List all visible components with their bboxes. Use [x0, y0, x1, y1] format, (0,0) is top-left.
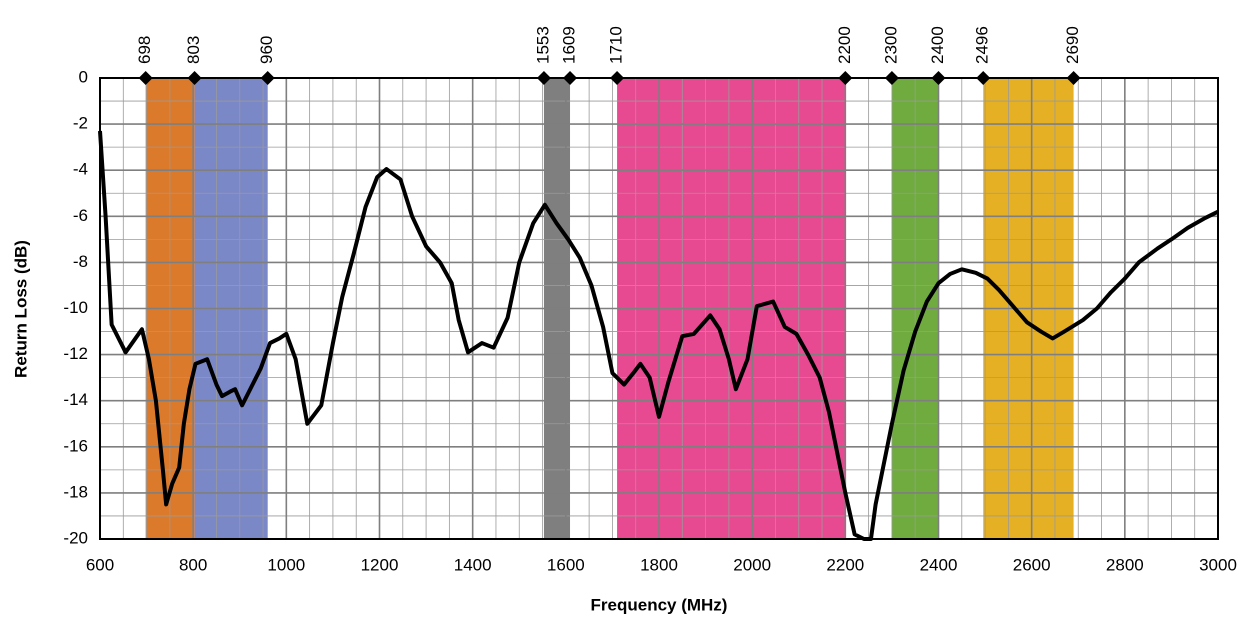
- y-tick-label: 0: [79, 67, 88, 86]
- band-marker: [884, 71, 899, 85]
- band-marker-label: 2690: [1063, 26, 1082, 64]
- x-tick-label: 1800: [640, 555, 678, 574]
- y-tick-label: -16: [63, 436, 88, 455]
- band-marker: [931, 71, 946, 85]
- band-marker: [1066, 71, 1081, 85]
- y-tick-label: -10: [63, 298, 88, 317]
- data-line: [98, 130, 1219, 541]
- band-marker: [976, 71, 991, 85]
- x-tick-label: 2000: [733, 555, 771, 574]
- band-marker-label: 960: [257, 36, 276, 64]
- plot-frame: [99, 77, 1219, 540]
- band-marker-label: 698: [135, 36, 154, 64]
- x-tick-label: 2800: [1106, 555, 1144, 574]
- band-marker-label: 1710: [607, 26, 626, 64]
- x-tick-label: 2400: [920, 555, 958, 574]
- x-tick-label: 600: [86, 555, 114, 574]
- y-tick-label: -18: [63, 482, 88, 501]
- y-tick-label: -12: [63, 344, 88, 363]
- band-marker: [187, 71, 202, 85]
- x-tick-label: 1200: [361, 555, 399, 574]
- band-marker-label: 2496: [973, 26, 992, 64]
- x-tick-label: 1000: [267, 555, 305, 574]
- band-marker-label: 1609: [560, 26, 579, 64]
- x-tick-label: 2200: [826, 555, 864, 574]
- band-marker: [610, 71, 625, 85]
- x-tick-label: 1400: [454, 555, 492, 574]
- band-marker: [260, 71, 275, 85]
- x-axis-label: Frequency (MHz): [591, 595, 728, 614]
- band-marker-label: 2200: [835, 26, 854, 64]
- band-marker-label: 2400: [928, 26, 947, 64]
- band-marker-label: 2300: [881, 26, 900, 64]
- y-tick-label: -14: [63, 390, 88, 409]
- x-tick-label: 800: [179, 555, 207, 574]
- y-tick-label: -8: [73, 252, 88, 271]
- y-axis-label: Return Loss (dB): [11, 240, 30, 378]
- x-tick-label: 1600: [547, 555, 585, 574]
- y-tick-label: -4: [73, 160, 88, 179]
- band-marker: [563, 71, 578, 85]
- y-tick-label: -2: [73, 114, 88, 133]
- y-tick-label: -6: [73, 206, 88, 225]
- band-marker: [138, 71, 153, 85]
- band-marker-label: 1553: [533, 26, 552, 64]
- band-marker-label: 803: [184, 36, 203, 64]
- x-tick-label: 3000: [1199, 555, 1237, 574]
- y-tick-label: -20: [63, 528, 88, 547]
- band-marker: [838, 71, 853, 85]
- x-tick-label: 2600: [1013, 555, 1051, 574]
- band-marker: [536, 71, 551, 85]
